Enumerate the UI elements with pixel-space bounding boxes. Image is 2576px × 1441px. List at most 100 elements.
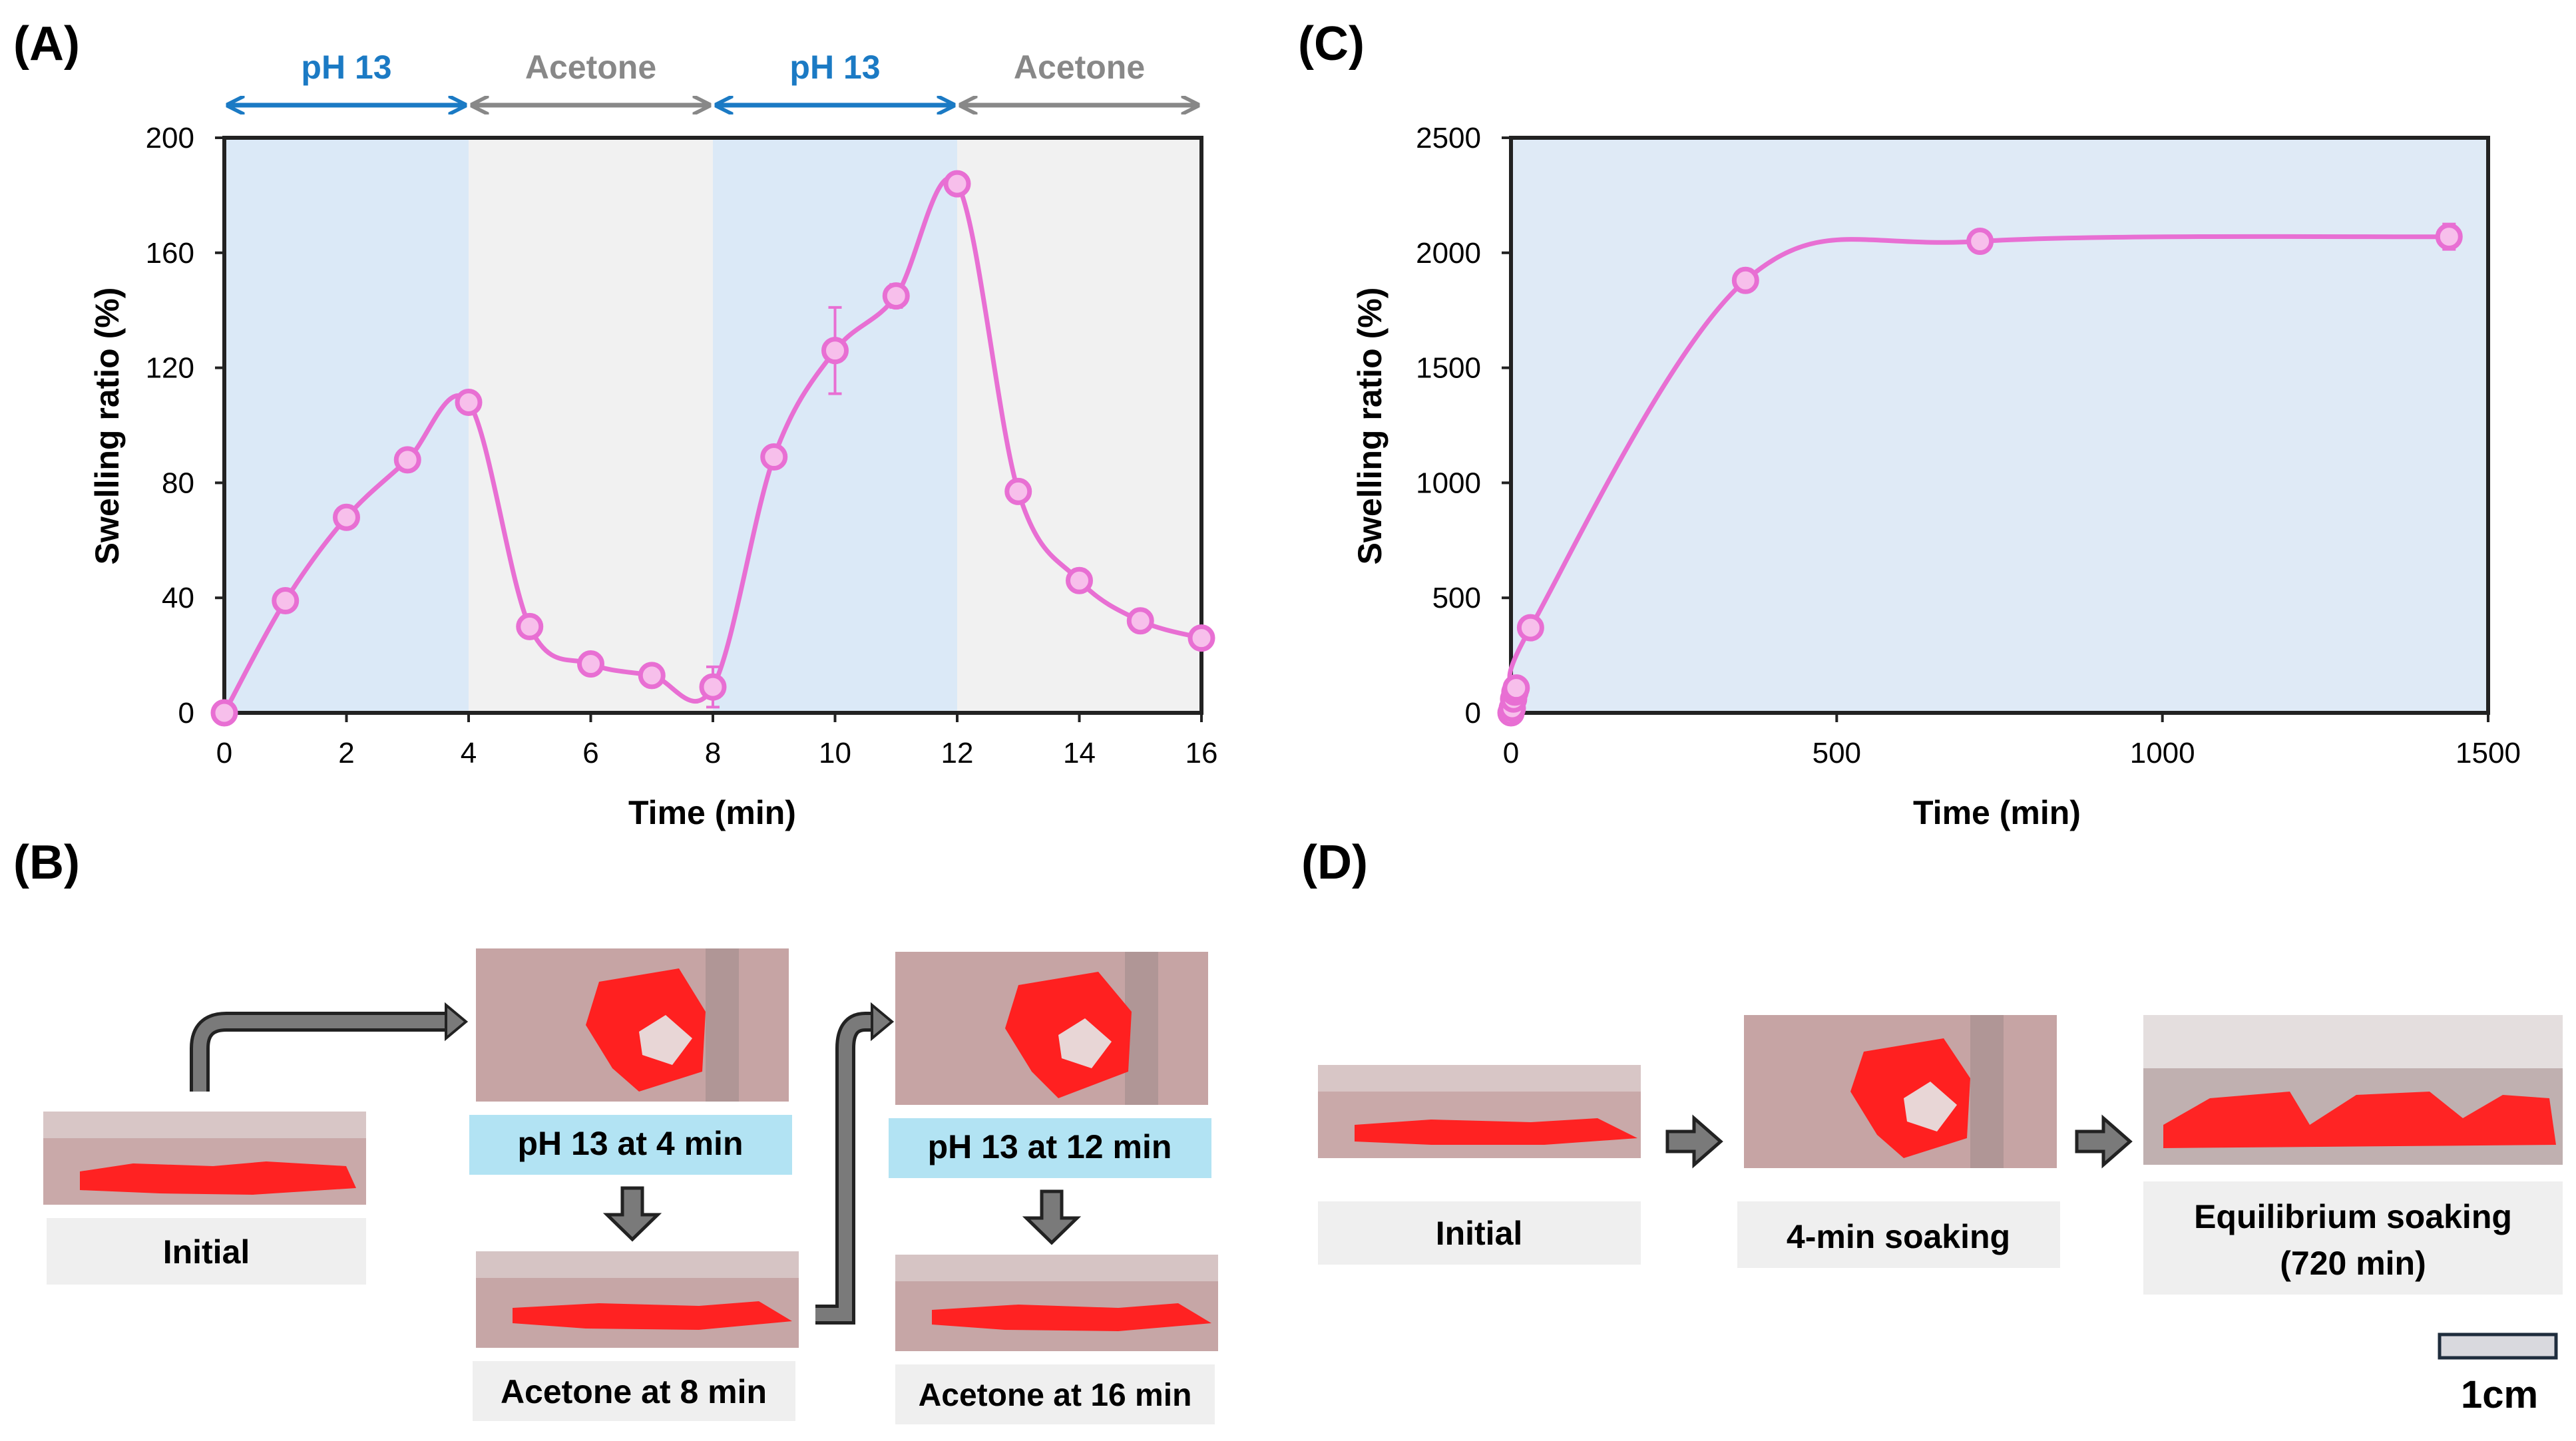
chart-a-ytick-label-2: 80 (162, 467, 194, 499)
chart-a-xtick-label-5: 10 (819, 737, 851, 769)
arrow-b-4 (1022, 1189, 1082, 1245)
chart-a-phase-bands: pH 13 Acetone pH 13 Acetone (224, 49, 1201, 713)
chart-c-point-7 (1966, 228, 1994, 256)
panel-d: Initial 4-min soaking Equilibrium soakin… (1318, 1015, 2563, 1416)
arrow-b-2 (602, 1186, 662, 1242)
chart-c-xtick-label-2: 1000 (2130, 737, 2195, 769)
caption-b-ph-12: pH 13 at 12 min (928, 1128, 1172, 1165)
chart-a-point-1 (272, 587, 300, 615)
panel-label-d: (D) (1301, 836, 1368, 889)
chart-c-series (1497, 222, 2463, 727)
chart-a-phase-band-4 (957, 138, 1201, 713)
chart-c-ytick-label-3: 1500 (1416, 352, 1481, 385)
arrow-b-1-inner (193, 1015, 453, 1092)
chart-c-point-8 (2435, 223, 2463, 251)
chart-a-ytick-label-1: 40 (162, 582, 194, 614)
chart-a-ytick-label-5: 200 (146, 122, 194, 154)
caption-b-initial-box (47, 1218, 366, 1285)
chart-a-ytick-label-3: 120 (146, 352, 194, 385)
chart-a-point-6 (577, 650, 604, 678)
photo-d-4min (1744, 1015, 2057, 1168)
caption-d-initial: Initial (1436, 1215, 1523, 1252)
chart-c-ytick-label-2: 1000 (1416, 467, 1481, 499)
chart-a-xlabel: Time (min) (628, 794, 796, 831)
chart-a-xtick-label-8: 16 (1185, 737, 1218, 769)
chart-c: 0 500 1000 1500 0 500 1000 1500 2000 2500 Time (m… (1351, 122, 2521, 831)
chart-a-point-12 (943, 170, 971, 198)
chart-c-xtick-label-0: 0 (1503, 737, 1519, 769)
chart-a-xtick-label-2: 4 (461, 737, 477, 769)
chart-a-point-15 (1126, 607, 1154, 635)
photo-b-ph-12 (895, 952, 1208, 1105)
arrow-b-1 (190, 1012, 453, 1092)
chart-c-ytick-label-1: 500 (1432, 582, 1481, 614)
photo-b-acetone-8 (476, 1251, 799, 1348)
photo-b-acetone-16 (895, 1255, 1218, 1351)
chart-c-point-6 (1731, 266, 1759, 294)
panel-label-c: (C) (1298, 17, 1365, 71)
chart-a: pH 13 Acetone pH 13 Acetone 0 2 4 6 8 10 12 14 1604… (89, 49, 1217, 831)
chart-a-point-14 (1066, 566, 1093, 594)
caption-d-initial-box (1318, 1201, 1641, 1265)
chart-c-xlabel: Time (min) (1913, 794, 2081, 831)
caption-b-ph-4-box (469, 1115, 792, 1175)
chart-c-frame (1509, 136, 2490, 715)
caption-d-equilibrium-1: Equilibrium soaking (2194, 1198, 2512, 1235)
caption-b-acetone-16-box (895, 1364, 1215, 1424)
caption-d-equilibrium-box (2143, 1181, 2563, 1295)
chart-a-point-11 (882, 282, 910, 310)
photo-d-equilibrium (2143, 1015, 2563, 1165)
scale-bar-label: 1cm (2461, 1373, 2538, 1416)
chart-a-ylabel: Swelling ratio (%) (89, 288, 126, 565)
chart-a-phase-label-1: pH 13 (301, 49, 391, 86)
chart-a-phase-band-2 (469, 138, 713, 713)
chart-a-phase-label-2: Acetone (525, 49, 656, 86)
chart-a-ytick-label-0: 0 (178, 697, 194, 729)
caption-b-acetone-8: Acetone at 8 min (501, 1373, 767, 1410)
photo-b-initial (43, 1112, 366, 1205)
caption-d-4min-box (1737, 1201, 2060, 1268)
chart-c-plot-area (1511, 138, 2488, 713)
caption-b-ph-4: pH 13 at 4 min (518, 1125, 744, 1162)
panel-b: Initial pH 13 at 4 min Acetone at 8 min (43, 948, 1218, 1424)
chart-a-point-9 (760, 443, 788, 471)
chart-c-ytick-label-0: 0 (1465, 697, 1481, 729)
caption-b-initial: Initial (163, 1233, 250, 1271)
caption-d-equilibrium-2: (720 min) (2280, 1245, 2426, 1282)
chart-a-phase-label-4: Acetone (1014, 49, 1145, 86)
chart-a-point-4 (455, 388, 483, 416)
chart-a-xtick-label-7: 14 (1063, 737, 1096, 769)
chart-a-point-7 (638, 662, 666, 690)
chart-a-xtick-label-4: 8 (705, 737, 721, 769)
chart-a-point-16 (1187, 624, 1215, 652)
chart-c-xtick-label-3: 1500 (2456, 737, 2521, 769)
arrow-b-1-head (445, 1002, 469, 1042)
chart-a-point-8 (699, 673, 727, 701)
panel-label-a: (A) (13, 17, 80, 71)
caption-d-4min: 4-min soaking (1787, 1218, 2010, 1255)
chart-c-point-4 (1502, 674, 1530, 702)
chart-a-phase-band-1 (224, 138, 469, 713)
chart-c-ytick-label-4: 2000 (1416, 237, 1481, 270)
arrow-d-2 (2075, 1114, 2133, 1169)
photo-b-ph-4 (476, 948, 789, 1102)
arrow-d-1 (1665, 1114, 1723, 1169)
chart-c-xtick-label-1: 500 (1813, 737, 1861, 769)
chart-a-point-0 (210, 699, 238, 727)
chart-a-series (210, 170, 1215, 727)
arrow-b-3-head (871, 1002, 895, 1042)
chart-a-point-3 (393, 446, 421, 474)
chart-c-ytick-label-5: 2500 (1416, 122, 1481, 154)
chart-a-point-13 (1004, 477, 1032, 505)
chart-a-point-2 (333, 503, 360, 531)
arrow-b-3-inner (815, 1015, 879, 1321)
chart-a-phase-label-3: pH 13 (789, 49, 880, 86)
chart-a-ytick-label-4: 160 (146, 237, 194, 270)
chart-c-ylabel: Swelling ratio (%) (1351, 288, 1389, 565)
chart-a-xtick-label-6: 12 (941, 737, 974, 769)
panel-label-b: (B) (13, 836, 80, 889)
chart-c-point-5 (1516, 614, 1544, 642)
caption-b-acetone-16: Acetone at 16 min (919, 1378, 1192, 1413)
